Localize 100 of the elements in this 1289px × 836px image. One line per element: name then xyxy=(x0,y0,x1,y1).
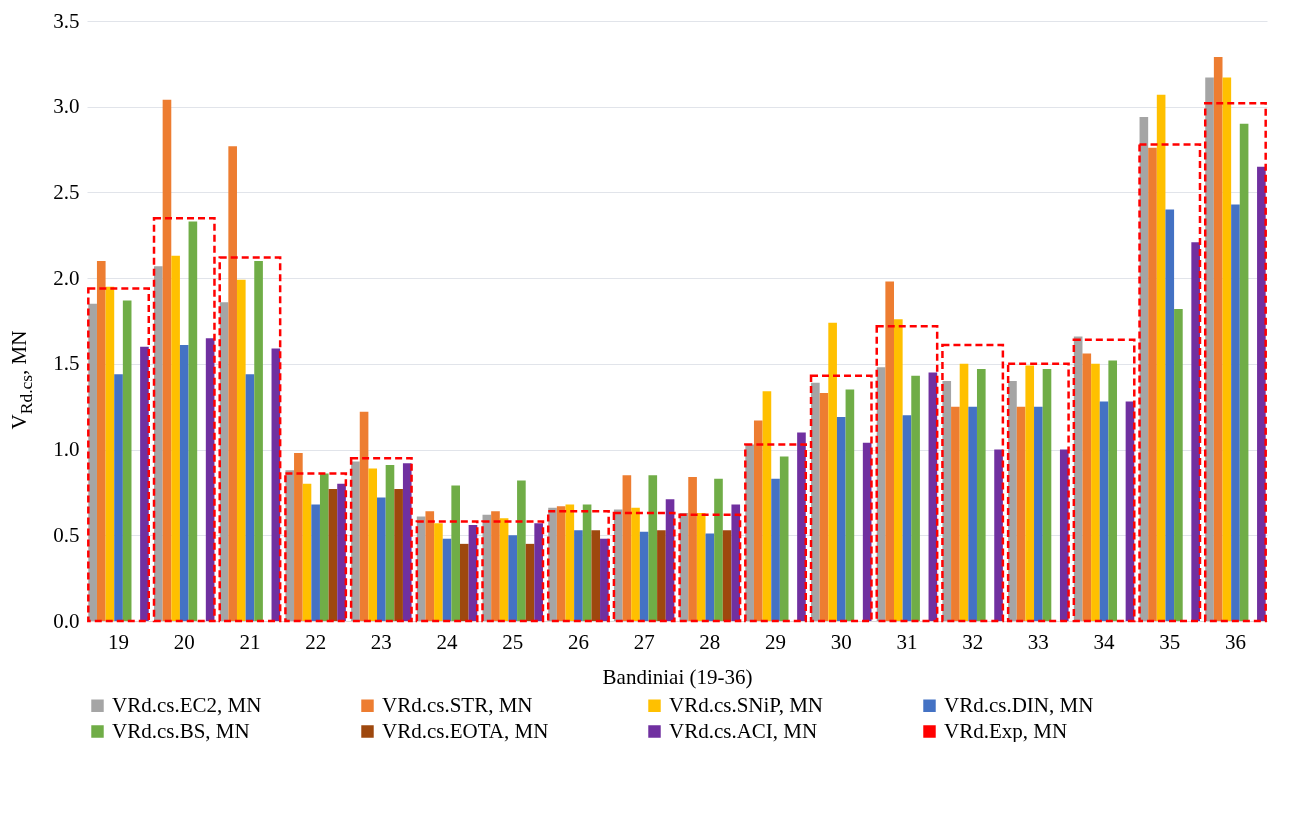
bar xyxy=(1108,360,1118,621)
bar xyxy=(491,511,500,621)
bar xyxy=(722,530,732,621)
bar xyxy=(525,543,535,621)
bar xyxy=(377,497,386,621)
bar xyxy=(162,99,172,621)
bar xyxy=(744,443,808,623)
bar xyxy=(1203,102,1267,623)
bar xyxy=(1034,406,1043,621)
bar xyxy=(1174,309,1183,621)
bar xyxy=(114,374,123,621)
bar xyxy=(648,475,658,621)
y-tick-label: 2.5 xyxy=(53,179,80,204)
bar xyxy=(894,319,903,621)
bar xyxy=(140,346,149,621)
bar xyxy=(574,530,583,621)
x-tick-label: 21 xyxy=(239,629,261,654)
bar xyxy=(582,504,592,621)
x-tick-label: 28 xyxy=(699,629,721,654)
bar xyxy=(179,345,189,621)
y-tick-label: 1.0 xyxy=(53,437,80,462)
bar xyxy=(508,535,518,621)
bar xyxy=(639,531,649,621)
bar xyxy=(546,510,610,623)
bar xyxy=(517,480,526,621)
bar xyxy=(425,511,435,621)
bar xyxy=(188,221,198,621)
bar xyxy=(941,343,1005,623)
bar xyxy=(565,504,575,621)
y-tick-label: 2.0 xyxy=(53,265,80,290)
bar xyxy=(875,324,939,623)
x-tick-label: 34 xyxy=(1093,629,1116,654)
x-tick-label: 27 xyxy=(633,629,655,654)
x-tick-label: 29 xyxy=(765,629,787,654)
bar xyxy=(714,478,723,621)
bar xyxy=(415,520,479,623)
bar xyxy=(218,256,282,623)
bar xyxy=(1156,94,1166,621)
bar xyxy=(613,509,623,621)
bar xyxy=(394,489,403,621)
bar xyxy=(1072,338,1136,623)
bar xyxy=(902,415,912,621)
bar xyxy=(959,363,969,621)
bar xyxy=(819,393,829,621)
legend-label: VRd.cs.EOTA, MN xyxy=(382,718,549,743)
x-tick-label: 32 xyxy=(962,629,984,654)
bar xyxy=(451,485,460,621)
bar xyxy=(828,322,837,621)
bar xyxy=(1016,406,1026,621)
bar xyxy=(771,478,780,621)
bar xyxy=(284,472,348,623)
x-tick-label: 20 xyxy=(173,629,195,654)
bar xyxy=(631,507,640,621)
bar xyxy=(236,279,246,621)
bar xyxy=(809,374,873,623)
bar xyxy=(105,286,115,621)
bar xyxy=(1239,123,1249,621)
y-tick-label: 3.0 xyxy=(53,94,80,119)
bar xyxy=(811,382,820,621)
bar xyxy=(591,530,601,621)
bar xyxy=(1231,204,1240,621)
bar xyxy=(228,146,237,621)
bar xyxy=(1138,143,1202,623)
bar xyxy=(836,417,846,621)
x-tick-label: 19 xyxy=(108,629,130,654)
bar xyxy=(254,261,263,621)
bar xyxy=(612,511,676,623)
legend-label: VRd.Exp, MN xyxy=(944,718,1068,743)
legend-label: VRd.cs.STR, MN xyxy=(382,692,533,717)
legend-label: VRd.cs.BS, MN xyxy=(112,718,250,743)
bar xyxy=(87,287,151,623)
bar xyxy=(337,483,346,621)
legend-label: VRd.cs.DIN, MN xyxy=(944,692,1094,717)
bar xyxy=(96,261,106,621)
bar xyxy=(328,489,338,621)
bar xyxy=(845,389,855,621)
x-tick-label: 33 xyxy=(1027,629,1049,654)
x-tick-label: 36 xyxy=(1224,629,1246,654)
bar xyxy=(696,513,706,621)
bar xyxy=(385,465,395,621)
y-tick-label: 1.5 xyxy=(53,351,80,376)
bar xyxy=(1082,353,1092,621)
bar xyxy=(368,468,378,621)
bar xyxy=(968,406,977,621)
legend-label: VRd.cs.EC2, MN xyxy=(112,692,262,717)
x-tick-label: 31 xyxy=(896,629,918,654)
bar xyxy=(499,518,509,621)
bar xyxy=(122,300,132,621)
x-tick-label: 35 xyxy=(1159,629,1181,654)
bar xyxy=(481,520,545,623)
bar xyxy=(1148,147,1157,621)
y-tick-label: 0.0 xyxy=(53,608,80,633)
bar xyxy=(349,456,413,623)
x-tick-label: 25 xyxy=(502,629,524,654)
bar xyxy=(753,420,763,621)
x-tick-label: 22 xyxy=(305,629,327,654)
y-tick-label: 3.5 xyxy=(53,8,80,33)
bar xyxy=(152,216,216,623)
bar xyxy=(534,523,543,621)
bar xyxy=(731,504,741,621)
